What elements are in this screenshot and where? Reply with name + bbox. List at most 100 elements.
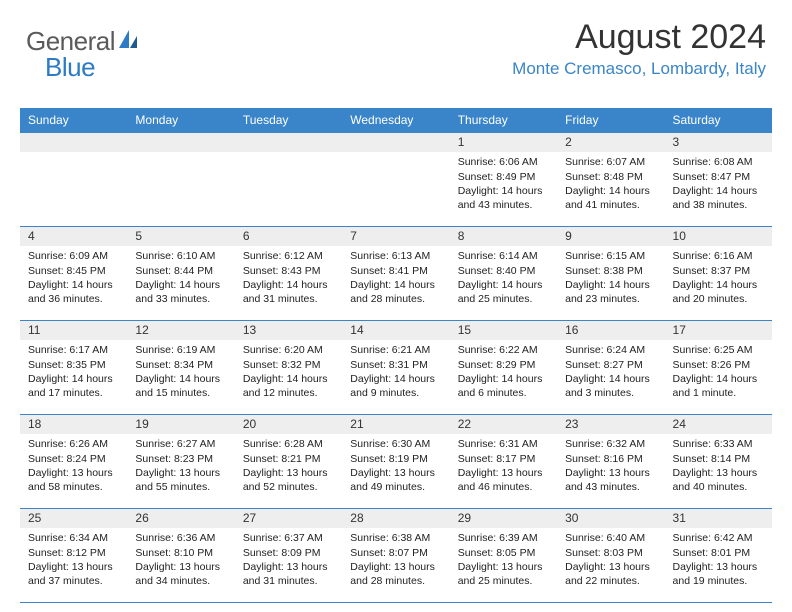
day-details: Sunrise: 6:30 AMSunset: 8:19 PMDaylight:… <box>342 434 449 497</box>
date-number: 18 <box>20 415 127 434</box>
sunset-text: Sunset: 8:07 PM <box>350 546 441 560</box>
calendar-cell: 19Sunrise: 6:27 AMSunset: 8:23 PMDayligh… <box>127 415 234 509</box>
date-number: 6 <box>235 227 342 246</box>
sunset-text: Sunset: 8:12 PM <box>28 546 119 560</box>
day-details: Sunrise: 6:14 AMSunset: 8:40 PMDaylight:… <box>450 246 557 309</box>
daylight-text: Daylight: 13 hours and 22 minutes. <box>565 560 656 588</box>
sunset-text: Sunset: 8:24 PM <box>28 452 119 466</box>
day-details: Sunrise: 6:08 AMSunset: 8:47 PMDaylight:… <box>665 152 772 215</box>
sunrise-text: Sunrise: 6:30 AM <box>350 437 441 451</box>
calendar-cell: 10Sunrise: 6:16 AMSunset: 8:37 PMDayligh… <box>665 227 772 321</box>
sunset-text: Sunset: 8:38 PM <box>565 264 656 278</box>
date-number: 10 <box>665 227 772 246</box>
sunset-text: Sunset: 8:48 PM <box>565 170 656 184</box>
sunrise-text: Sunrise: 6:24 AM <box>565 343 656 357</box>
sunrise-text: Sunrise: 6:20 AM <box>243 343 334 357</box>
daylight-text: Daylight: 13 hours and 28 minutes. <box>350 560 441 588</box>
day-details: Sunrise: 6:15 AMSunset: 8:38 PMDaylight:… <box>557 246 664 309</box>
calendar-cell: 16Sunrise: 6:24 AMSunset: 8:27 PMDayligh… <box>557 321 664 415</box>
day-details: Sunrise: 6:36 AMSunset: 8:10 PMDaylight:… <box>127 528 234 591</box>
sunrise-text: Sunrise: 6:17 AM <box>28 343 119 357</box>
date-number <box>235 133 342 152</box>
calendar-cell: 13Sunrise: 6:20 AMSunset: 8:32 PMDayligh… <box>235 321 342 415</box>
calendar-row: 1 Sunrise: 6:06 AMSunset: 8:49 PM Daylight… <box>20 133 772 227</box>
sunset-text: Sunset: 8:45 PM <box>28 264 119 278</box>
calendar-cell: 2Sunrise: 6:07 AMSunset: 8:48 PMDaylight… <box>557 133 664 227</box>
day-details: Sunrise: 6:16 AMSunset: 8:37 PMDaylight:… <box>665 246 772 309</box>
calendar-cell: 1Sunrise: 6:06 AMSunset: 8:49 PMDaylight… <box>450 133 557 227</box>
calendar-cell: 4Sunrise: 6:09 AMSunset: 8:45 PMDaylight… <box>20 227 127 321</box>
daylight-text: Daylight: 13 hours and 31 minutes. <box>243 560 334 588</box>
month-title: August 2024 <box>512 18 766 57</box>
sunrise-text: Sunrise: 6:39 AM <box>458 531 549 545</box>
calendar-cell: 29Sunrise: 6:39 AMSunset: 8:05 PMDayligh… <box>450 509 557 603</box>
day-details: Sunrise: 6:19 AMSunset: 8:34 PMDaylight:… <box>127 340 234 403</box>
date-number: 22 <box>450 415 557 434</box>
daylight-text: Daylight: 14 hours and 41 minutes. <box>565 184 656 212</box>
day-header: Friday <box>557 108 664 133</box>
day-details: Sunrise: 6:34 AMSunset: 8:12 PMDaylight:… <box>20 528 127 591</box>
calendar-cell: 14Sunrise: 6:21 AMSunset: 8:31 PMDayligh… <box>342 321 449 415</box>
calendar-cell: 30Sunrise: 6:40 AMSunset: 8:03 PMDayligh… <box>557 509 664 603</box>
location-subtitle: Monte Cremasco, Lombardy, Italy <box>512 59 766 79</box>
sunrise-text: Sunrise: 6:12 AM <box>243 249 334 263</box>
date-number: 8 <box>450 227 557 246</box>
calendar-cell: 27Sunrise: 6:37 AMSunset: 8:09 PMDayligh… <box>235 509 342 603</box>
sunset-text: Sunset: 8:16 PM <box>565 452 656 466</box>
calendar-cell: 7Sunrise: 6:13 AMSunset: 8:41 PMDaylight… <box>342 227 449 321</box>
calendar-cell: 18Sunrise: 6:26 AMSunset: 8:24 PMDayligh… <box>20 415 127 509</box>
day-header: Wednesday <box>342 108 449 133</box>
date-number: 13 <box>235 321 342 340</box>
calendar-cell: 24Sunrise: 6:33 AMSunset: 8:14 PMDayligh… <box>665 415 772 509</box>
date-number: 9 <box>557 227 664 246</box>
calendar-cell: 15Sunrise: 6:22 AMSunset: 8:29 PMDayligh… <box>450 321 557 415</box>
date-number: 27 <box>235 509 342 528</box>
day-header: Tuesday <box>235 108 342 133</box>
sunset-text: Sunset: 8:49 PM <box>458 170 549 184</box>
header-block: August 2024 Monte Cremasco, Lombardy, It… <box>512 18 766 79</box>
date-number: 11 <box>20 321 127 340</box>
day-header: Sunday <box>20 108 127 133</box>
daylight-text: Daylight: 14 hours and 28 minutes. <box>350 278 441 306</box>
date-number: 26 <box>127 509 234 528</box>
day-details: Sunrise: 6:42 AMSunset: 8:01 PMDaylight:… <box>665 528 772 591</box>
day-details: Sunrise: 6:10 AMSunset: 8:44 PMDaylight:… <box>127 246 234 309</box>
sunrise-text: Sunrise: 6:09 AM <box>28 249 119 263</box>
day-details: Sunrise: 6:31 AMSunset: 8:17 PMDaylight:… <box>450 434 557 497</box>
sunset-text: Sunset: 8:37 PM <box>673 264 764 278</box>
date-number: 14 <box>342 321 449 340</box>
sunset-text: Sunset: 8:47 PM <box>673 170 764 184</box>
calendar-cell: 28Sunrise: 6:38 AMSunset: 8:07 PMDayligh… <box>342 509 449 603</box>
sunset-text: Sunset: 8:34 PM <box>135 358 226 372</box>
day-details: Sunrise: 6:07 AMSunset: 8:48 PMDaylight:… <box>557 152 664 215</box>
calendar-cell <box>20 133 127 227</box>
daylight-text: Daylight: 14 hours and 25 minutes. <box>458 278 549 306</box>
day-details: Sunrise: 6:13 AMSunset: 8:41 PMDaylight:… <box>342 246 449 309</box>
daylight-text: Daylight: 13 hours and 19 minutes. <box>673 560 764 588</box>
daylight-text: Daylight: 14 hours and 33 minutes. <box>135 278 226 306</box>
daylight-text: Daylight: 14 hours and 1 minute. <box>673 372 764 400</box>
daylight-text: Daylight: 13 hours and 40 minutes. <box>673 466 764 494</box>
sunrise-text: Sunrise: 6:06 AM <box>458 155 549 169</box>
calendar-cell <box>127 133 234 227</box>
calendar-table: Sunday Monday Tuesday Wednesday Thursday… <box>20 108 772 603</box>
day-header-row: Sunday Monday Tuesday Wednesday Thursday… <box>20 108 772 133</box>
date-number: 1 <box>450 133 557 152</box>
calendar-cell: 8Sunrise: 6:14 AMSunset: 8:40 PMDaylight… <box>450 227 557 321</box>
sunrise-text: Sunrise: 6:21 AM <box>350 343 441 357</box>
calendar-cell <box>235 133 342 227</box>
sunrise-text: Sunrise: 6:22 AM <box>458 343 549 357</box>
day-details: Sunrise: 6:25 AMSunset: 8:26 PMDaylight:… <box>665 340 772 403</box>
date-number: 23 <box>557 415 664 434</box>
date-number: 16 <box>557 321 664 340</box>
sunrise-text: Sunrise: 6:14 AM <box>458 249 549 263</box>
sunrise-text: Sunrise: 6:10 AM <box>135 249 226 263</box>
date-number: 28 <box>342 509 449 528</box>
day-header: Thursday <box>450 108 557 133</box>
sunset-text: Sunset: 8:43 PM <box>243 264 334 278</box>
sunset-text: Sunset: 8:35 PM <box>28 358 119 372</box>
calendar-cell: 26Sunrise: 6:36 AMSunset: 8:10 PMDayligh… <box>127 509 234 603</box>
calendar-cell: 17Sunrise: 6:25 AMSunset: 8:26 PMDayligh… <box>665 321 772 415</box>
daylight-text: Daylight: 14 hours and 36 minutes. <box>28 278 119 306</box>
sunset-text: Sunset: 8:23 PM <box>135 452 226 466</box>
